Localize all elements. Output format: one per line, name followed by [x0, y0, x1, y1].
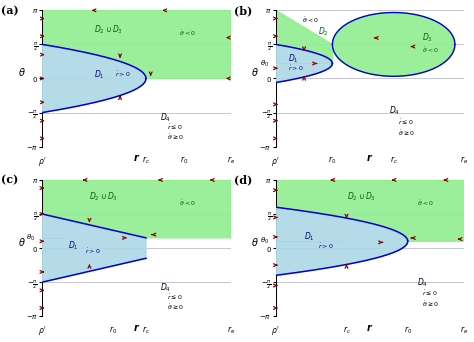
Polygon shape	[276, 10, 332, 64]
Text: $\theta_0$: $\theta_0$	[260, 236, 269, 246]
Text: $D_2\cup D_3$: $D_2\cup D_3$	[94, 23, 123, 36]
Text: $D_1$: $D_1$	[304, 230, 315, 242]
Text: $D_1$: $D_1$	[94, 68, 105, 81]
Text: $\theta_0$: $\theta_0$	[26, 233, 35, 243]
Text: $\rho'$: $\rho'$	[38, 155, 46, 168]
Text: $\dot{r}\leq 0$: $\dot{r}\leq 0$	[398, 117, 414, 127]
Text: $r_e$: $r_e$	[460, 155, 468, 166]
Text: $r_c$: $r_c$	[142, 155, 150, 166]
Text: $D_1$: $D_1$	[68, 239, 79, 252]
Text: $\dot{\theta}<0$: $\dot{\theta}<0$	[179, 29, 196, 38]
Polygon shape	[42, 44, 146, 113]
Text: $\dot{r}>0$: $\dot{r}>0$	[318, 241, 334, 251]
Text: $r_0$: $r_0$	[180, 155, 188, 166]
Text: $\dot{r}\leq 0$: $\dot{r}\leq 0$	[422, 288, 438, 298]
Text: $r_0$: $r_0$	[328, 155, 337, 166]
Text: $D_4$: $D_4$	[389, 105, 400, 117]
Polygon shape	[332, 13, 455, 76]
Text: $\dot{\theta}<0$: $\dot{\theta}<0$	[302, 15, 319, 25]
Text: $r_0$: $r_0$	[404, 325, 412, 336]
Text: $r_c$: $r_c$	[142, 325, 150, 336]
Y-axis label: $\theta$: $\theta$	[251, 66, 259, 78]
Text: $r_0$: $r_0$	[109, 325, 117, 336]
Text: $\dot{\theta}<0$: $\dot{\theta}<0$	[417, 198, 434, 208]
Text: (d): (d)	[234, 174, 253, 185]
Text: (b): (b)	[234, 5, 253, 16]
Text: $r_c$: $r_c$	[343, 325, 350, 336]
Text: $\dot{r}>0$: $\dot{r}>0$	[85, 246, 100, 255]
X-axis label: $\boldsymbol{r}$: $\boldsymbol{r}$	[366, 152, 374, 163]
Text: $r_e$: $r_e$	[227, 155, 235, 166]
Text: $D_3$: $D_3$	[422, 32, 433, 44]
Text: $\dot{\theta}\geq 0$: $\dot{\theta}\geq 0$	[167, 133, 184, 143]
Y-axis label: $\theta$: $\theta$	[18, 66, 26, 78]
Text: $D_4$: $D_4$	[160, 281, 171, 294]
Polygon shape	[42, 214, 146, 282]
Text: $\dot{\theta}<0$: $\dot{\theta}<0$	[422, 45, 439, 55]
Text: $D_4$: $D_4$	[160, 112, 171, 124]
Polygon shape	[42, 10, 231, 78]
Text: $\rho'$: $\rho'$	[272, 155, 280, 168]
Text: $\dot{r}>0$: $\dot{r}>0$	[115, 70, 131, 79]
Text: $\dot{\theta}\geq 0$: $\dot{\theta}\geq 0$	[398, 128, 415, 138]
Text: $\dot{r}>0$: $\dot{r}>0$	[288, 64, 303, 73]
X-axis label: $\boldsymbol{r}$: $\boldsymbol{r}$	[133, 152, 140, 163]
X-axis label: $\boldsymbol{r}$: $\boldsymbol{r}$	[133, 322, 140, 333]
Text: $D_2$: $D_2$	[318, 25, 329, 38]
Text: $\dot{\theta}\geq 0$: $\dot{\theta}\geq 0$	[422, 299, 439, 309]
Text: $D_4$: $D_4$	[417, 277, 428, 289]
Text: $r_e$: $r_e$	[227, 325, 235, 336]
Y-axis label: $\theta$: $\theta$	[18, 236, 26, 248]
Polygon shape	[276, 44, 332, 82]
Text: $r_c$: $r_c$	[390, 155, 398, 166]
Text: $\dot{r}\leq 0$: $\dot{r}\leq 0$	[167, 292, 183, 302]
Polygon shape	[42, 180, 231, 238]
Text: $\dot{r}\leq 0$: $\dot{r}\leq 0$	[167, 123, 183, 132]
Text: $\theta_0$: $\theta_0$	[260, 58, 269, 69]
X-axis label: $\boldsymbol{r}$: $\boldsymbol{r}$	[366, 322, 374, 333]
Text: (a): (a)	[1, 5, 18, 16]
Polygon shape	[276, 207, 408, 275]
Text: $D_2\cup D_3$: $D_2\cup D_3$	[90, 190, 118, 202]
Text: $\dot{\theta}\geq 0$: $\dot{\theta}\geq 0$	[167, 302, 184, 312]
Y-axis label: $\theta$: $\theta$	[251, 236, 259, 248]
Text: $r_e$: $r_e$	[460, 325, 468, 336]
Text: $\rho'$: $\rho'$	[38, 325, 46, 338]
Text: $\dot{\theta}<0$: $\dot{\theta}<0$	[179, 198, 196, 208]
Text: $\rho'$: $\rho'$	[272, 325, 280, 338]
Polygon shape	[276, 180, 465, 241]
Text: $D_1$: $D_1$	[288, 52, 298, 65]
Text: (c): (c)	[1, 174, 18, 185]
Text: $D_2\cup D_3$: $D_2\cup D_3$	[346, 190, 375, 202]
